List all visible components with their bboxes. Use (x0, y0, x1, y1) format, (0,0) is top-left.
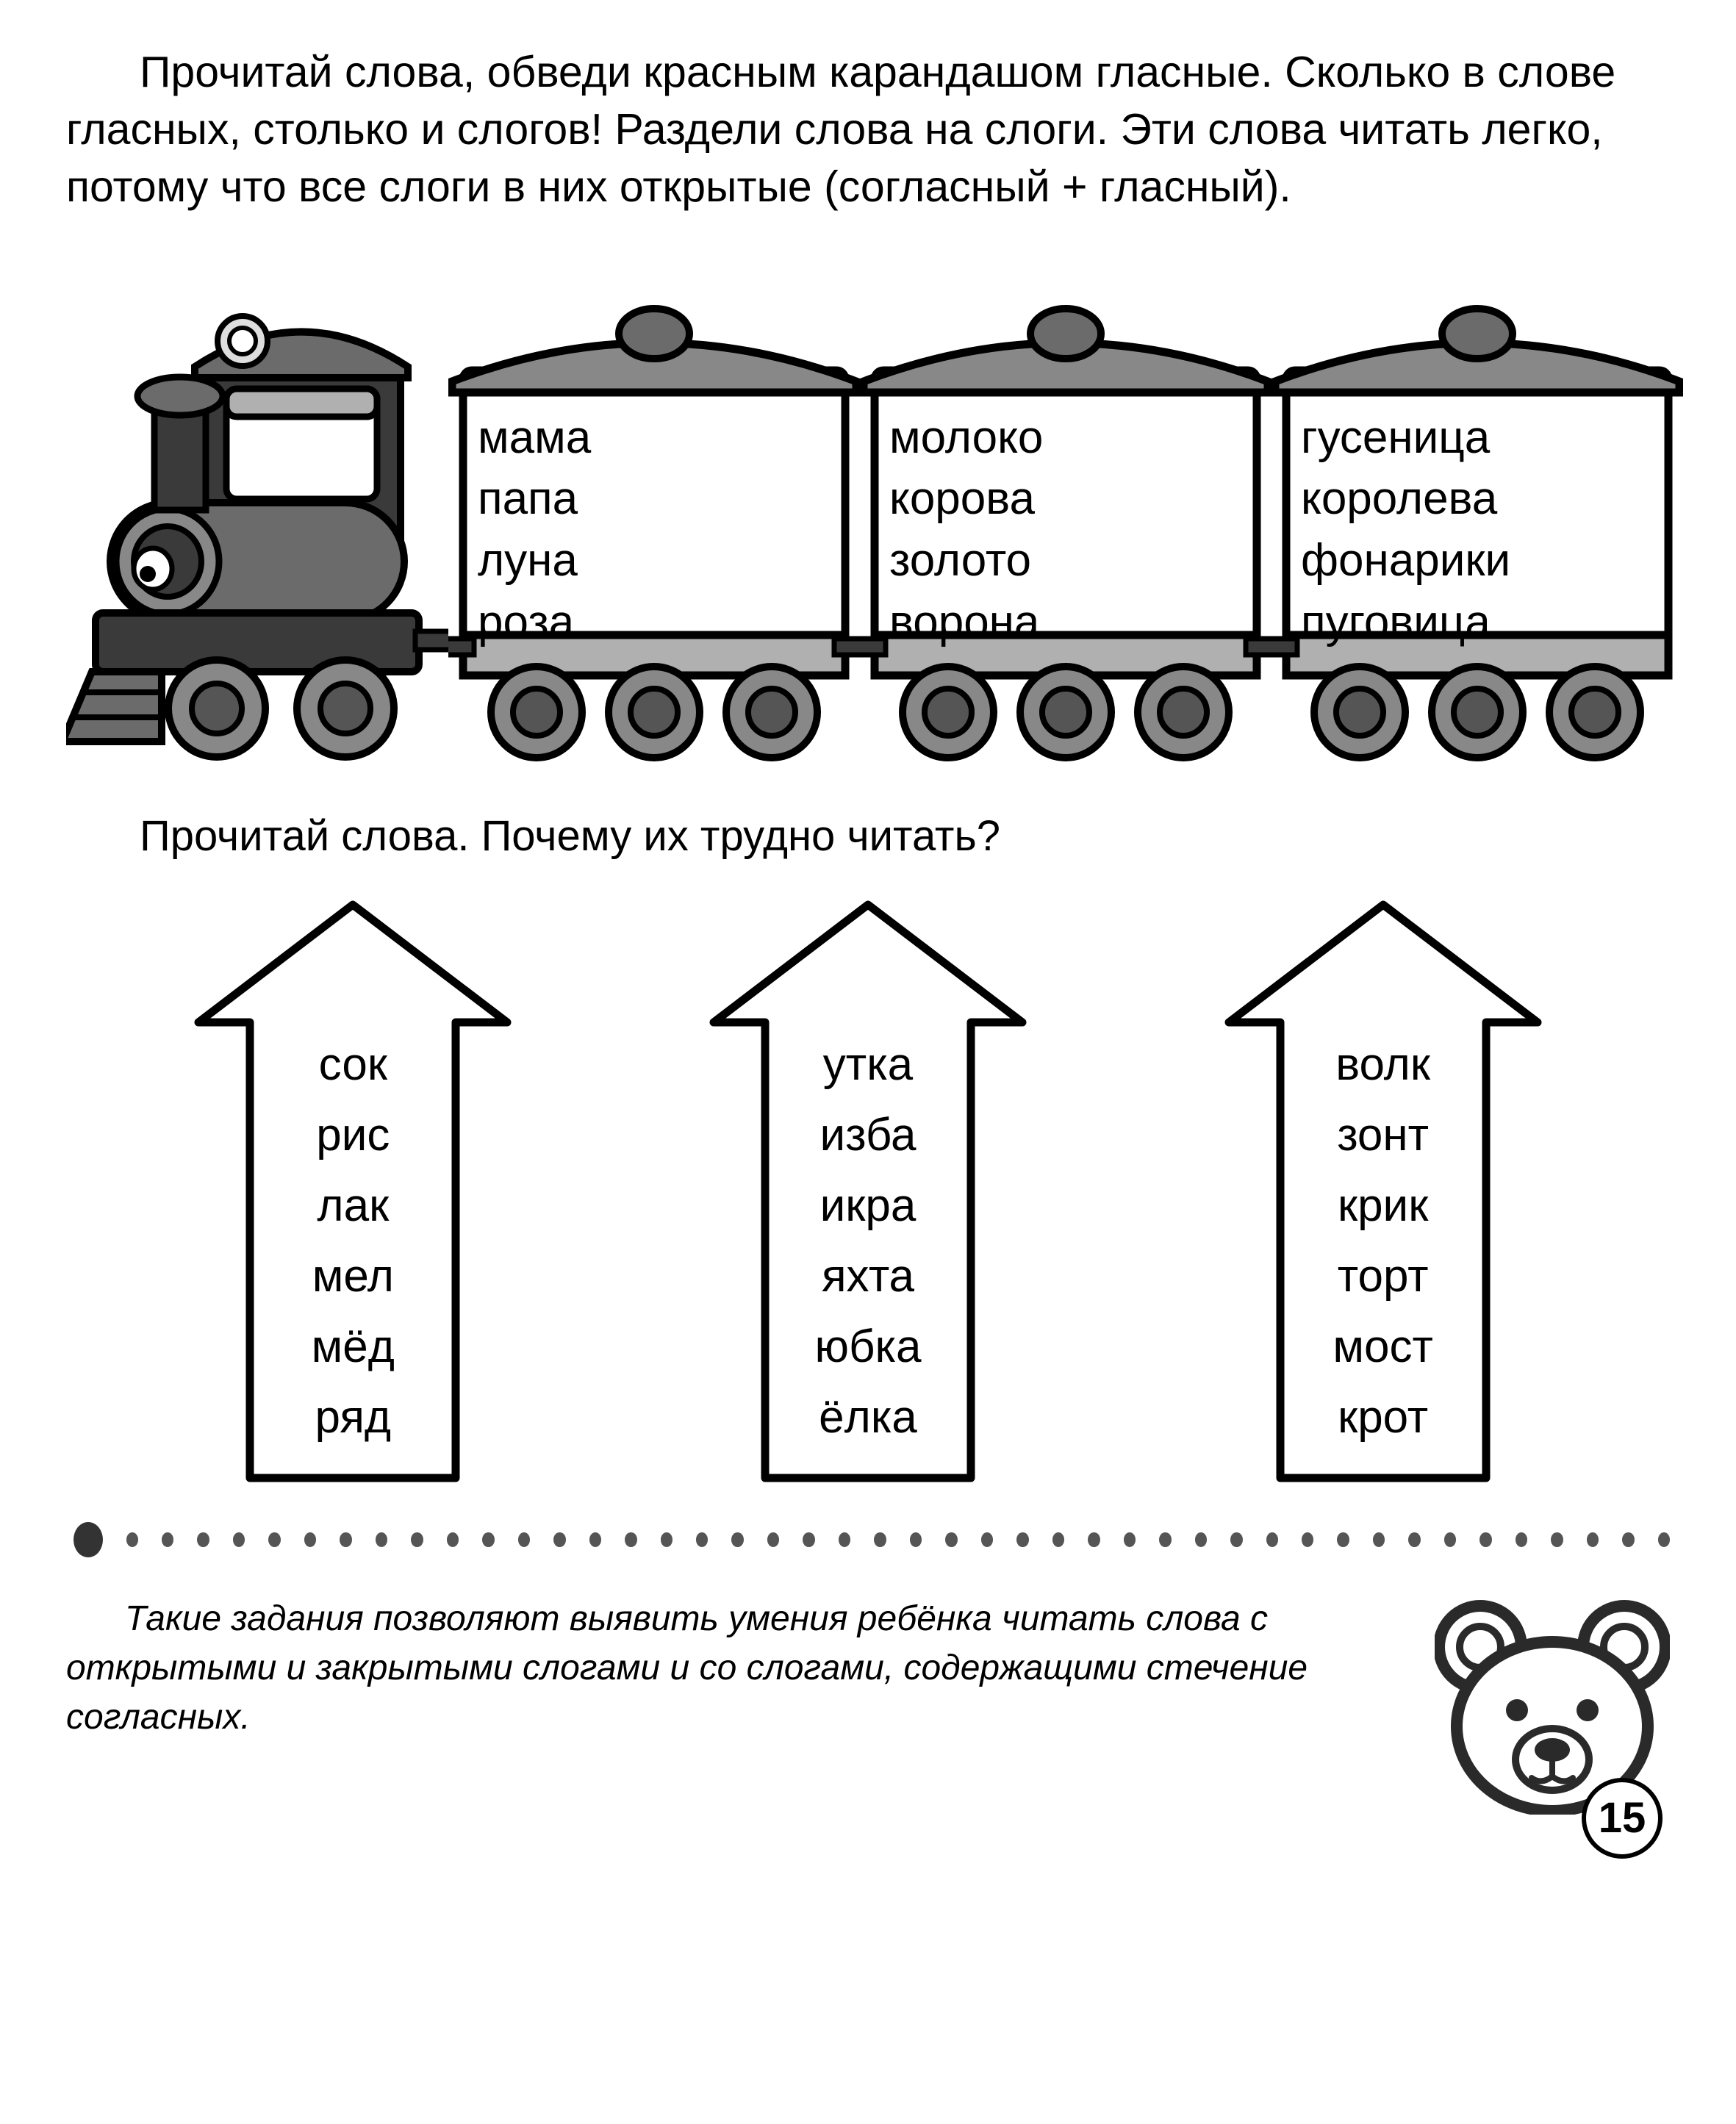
divider-dot (304, 1532, 316, 1547)
word: волк (1222, 1030, 1545, 1100)
divider-dot (910, 1532, 922, 1547)
divider-dot (1587, 1532, 1599, 1547)
locomotive (66, 253, 448, 767)
train-wagon-1: мама папа луна роза (448, 297, 860, 767)
divider-dot (625, 1532, 636, 1547)
divider-dot (447, 1532, 459, 1547)
wagon-2-words: молоко корова золото ворона (889, 407, 1242, 653)
divider-dot (1658, 1532, 1670, 1547)
divider-dot (945, 1532, 957, 1547)
divider-dot (411, 1532, 423, 1547)
divider-dot (1195, 1532, 1207, 1547)
divider-dot (1266, 1532, 1278, 1547)
arrow-1: сок рис лак мел мёд ряд (191, 897, 514, 1485)
divider-dot (1088, 1532, 1100, 1547)
word: юбка (706, 1312, 1030, 1382)
word: мост (1222, 1312, 1545, 1382)
word: мёд (191, 1312, 514, 1382)
divider-dot (767, 1532, 779, 1547)
arrow-group: сок рис лак мел мёд ряд утка изба икра я… (66, 897, 1670, 1485)
divider-dot (1622, 1532, 1634, 1547)
divider-dot (376, 1532, 387, 1547)
divider-dot (162, 1532, 173, 1547)
word: мел (191, 1241, 514, 1312)
divider-dot (1408, 1532, 1420, 1547)
word: золото (889, 530, 1242, 592)
word: луна (478, 530, 831, 592)
word: ряд (191, 1382, 514, 1453)
word: лак (191, 1171, 514, 1241)
word: корова (889, 468, 1242, 530)
divider-dot (1124, 1532, 1136, 1547)
divider-dot (1373, 1532, 1385, 1547)
word: ёлка (706, 1382, 1030, 1453)
divider-dot (1516, 1532, 1527, 1547)
arrow-2: утка изба икра яхта юбка ёлка (706, 897, 1030, 1485)
divider-dot (803, 1532, 814, 1547)
arrow-1-words: сок рис лак мел мёд ряд (191, 1030, 514, 1454)
word: изба (706, 1100, 1030, 1171)
instruction-text-2: Прочитай слова. Почему их трудно читать? (140, 811, 1670, 861)
footer-note: Такие задания позволяют выявить умения р… (66, 1594, 1405, 1743)
word: рис (191, 1100, 514, 1171)
divider-dot (1052, 1532, 1064, 1547)
divider-dot (518, 1532, 530, 1547)
arrow-2-words: утка изба икра яхта юбка ёлка (706, 1030, 1030, 1454)
dotted-divider (73, 1522, 1670, 1557)
divider-dot (1302, 1532, 1313, 1547)
divider-dot (839, 1532, 850, 1547)
divider-dot (1230, 1532, 1242, 1547)
instruction-text-1: Прочитай слова, обведи красным карандашо… (66, 44, 1670, 216)
divider-dot (1551, 1532, 1563, 1547)
footer: Такие задания позволяют выявить умения р… (66, 1594, 1670, 1815)
divider-dot (1444, 1532, 1456, 1547)
word: сок (191, 1030, 514, 1100)
wagon-1-words: мама папа луна роза (478, 407, 831, 653)
divider-dot (731, 1532, 743, 1547)
arrow-3-words: волк зонт крик торт мост крот (1222, 1030, 1545, 1454)
word: икра (706, 1171, 1030, 1241)
word: гусеница (1301, 407, 1654, 469)
divider-dot (661, 1532, 672, 1547)
word: крот (1222, 1382, 1545, 1453)
divider-dot (482, 1532, 494, 1547)
word: яхта (706, 1241, 1030, 1312)
arrow-3: волк зонт крик торт мост крот (1222, 897, 1545, 1485)
word: фонарики (1301, 530, 1654, 592)
train-wagon-2: молоко корова золото ворона (860, 297, 1271, 767)
wagon-3-words: гусеница королева фонарики пуговица (1301, 407, 1654, 653)
divider-dot (126, 1532, 138, 1547)
divider-dot (1016, 1532, 1028, 1547)
page-number: 15 (1582, 1778, 1663, 1859)
divider-dot (1159, 1532, 1171, 1547)
divider-dot (197, 1532, 209, 1547)
word: молоко (889, 407, 1242, 469)
word: папа (478, 468, 831, 530)
word: зонт (1222, 1100, 1545, 1171)
word: королева (1301, 468, 1654, 530)
train-illustration: мама папа луна роза молоко корова золото… (66, 253, 1670, 767)
divider-dot (696, 1532, 708, 1547)
word: утка (706, 1030, 1030, 1100)
word: торт (1222, 1241, 1545, 1312)
divider-dot (233, 1532, 245, 1547)
divider-dot (874, 1532, 886, 1547)
word: ворона (889, 592, 1242, 653)
word: крик (1222, 1171, 1545, 1241)
divider-big-dot (73, 1522, 103, 1557)
divider-dot (1337, 1532, 1349, 1547)
divider-dot (1479, 1532, 1491, 1547)
divider-dot (981, 1532, 993, 1547)
word: мама (478, 407, 831, 469)
divider-dot (268, 1532, 280, 1547)
divider-dot (589, 1532, 601, 1547)
word: роза (478, 592, 831, 653)
divider-dot (553, 1532, 565, 1547)
word: пуговица (1301, 592, 1654, 653)
train-wagon-3: гусеница королева фонарики пуговица (1271, 297, 1683, 767)
divider-dot (340, 1532, 351, 1547)
